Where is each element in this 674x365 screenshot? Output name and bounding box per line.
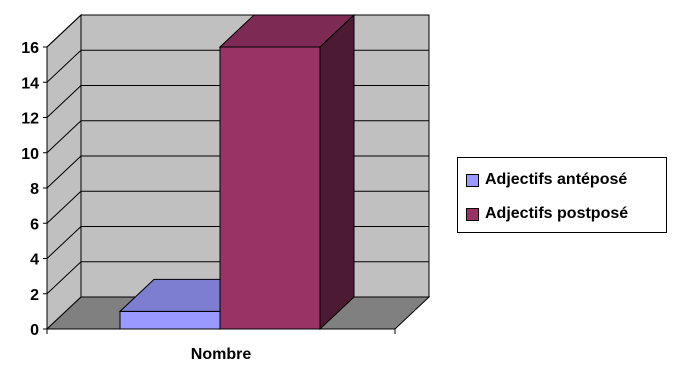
side-gridline [46,261,82,295]
side-gridline [46,190,82,224]
x-tick-labels: Nombre [191,346,252,363]
legend: Adjectifs antéposé Adjectifs postposé [457,157,667,233]
side-gridline [46,49,82,83]
legend-item-anteposes: Adjectifs antéposé [466,170,627,190]
y-tick-label: 6 [30,216,39,233]
bar-front [219,46,321,330]
y-tick-label: 10 [21,146,39,163]
legend-swatch-anteposes [466,173,479,187]
y-tick-label: 4 [30,252,39,269]
legend-label-anteposes: Adjectifs antéposé [485,171,628,188]
y-tick-labels: 0 2 4 6 8 10 12 14 16 [21,40,39,339]
legend-swatch-postposes [466,207,479,221]
y-tick-label: 8 [30,181,39,198]
bar-front [119,310,221,330]
side-gridline [46,85,82,118]
y-tick-label: 12 [21,111,39,128]
legend-item-postposes: Adjectifs postposé [466,204,628,224]
x-tick-label: Nombre [191,346,252,363]
side-gridline [46,155,82,189]
side-gridline [46,120,82,154]
y-tick-label: 14 [21,75,39,92]
side-gridline [46,14,82,48]
bar-side [319,13,355,331]
side-gridline [46,226,82,259]
y-tick-label: 2 [30,287,39,304]
bar-1 [218,13,356,331]
y-tick-label: 0 [30,322,39,339]
legend-label-postposes: Adjectifs postposé [485,205,629,222]
bars [118,13,356,331]
y-tick-label: 16 [21,40,39,57]
